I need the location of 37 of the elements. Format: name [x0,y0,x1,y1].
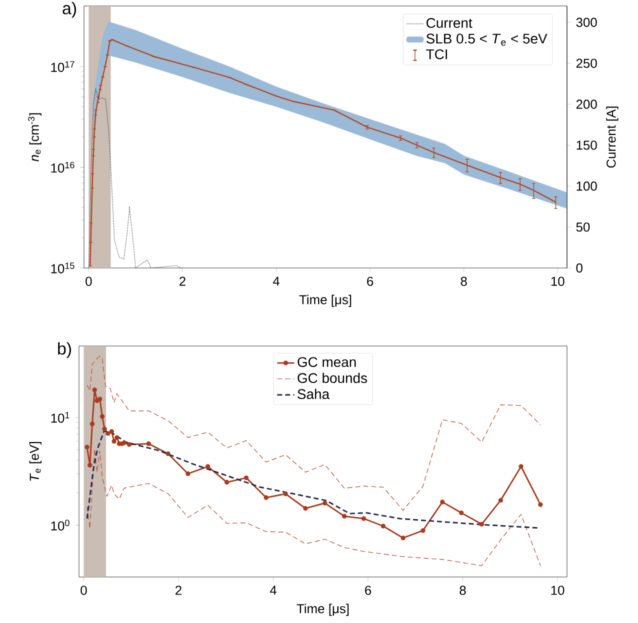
x-tick-label: 8 [460,586,466,595]
y2-tick-label: 200 [576,100,597,109]
y2-tick-label: 150 [576,140,597,150]
y-axis-title: n$_{e}$ [cm$^{-3}$] [28,113,42,162]
x-tick-label: 0 [80,586,87,595]
x-axis-title: Time [μs] [296,604,349,616]
legend-label: TCI [426,49,448,60]
chart-title: a) [62,2,76,18]
x-axis-title: Time [μs] [299,294,352,307]
y2-tick-label: 100 [576,182,597,191]
legend-label: SLB 0.5 < T$_{e}$ < 5eV [426,34,548,46]
y2-tick-label: 300 [576,18,597,27]
y-tick-label: 10$^{0}$ [51,520,70,531]
legend-label: Saha [298,388,330,400]
x-tick-label: 2 [180,276,186,286]
y-tick-label: 10$^{16}$ [51,162,74,173]
x-tick-label: 2 [176,586,182,595]
legend-label: GC bounds [298,372,368,384]
legend-label: Current [426,18,472,28]
x-tick-label: 6 [367,276,374,286]
y2-tick-label: 0 [576,263,582,273]
chart-title: b) [58,342,71,358]
y2-tick-label: 250 [576,58,597,68]
x-tick-label: 10 [551,276,564,286]
x-tick-label: 10 [551,586,564,595]
x-tick-label: 6 [365,586,372,595]
y-tick-label: 10$^{1}$ [51,412,70,423]
y-tick-label: 10$^{17}$ [51,61,74,72]
y2-tick-label: 50 [576,222,590,232]
y2-axis-title: Current [A] [606,106,618,168]
y-tick-label: 10$^{15}$ [51,262,74,274]
x-tick-label: 4 [270,586,276,595]
x-tick-label: 0 [86,276,92,286]
legend-label: GC mean [298,357,356,367]
x-tick-label: 8 [460,276,467,286]
y-axis-title: T$_{e}$ [eV] [29,442,42,481]
x-tick-label: 4 [272,276,280,286]
